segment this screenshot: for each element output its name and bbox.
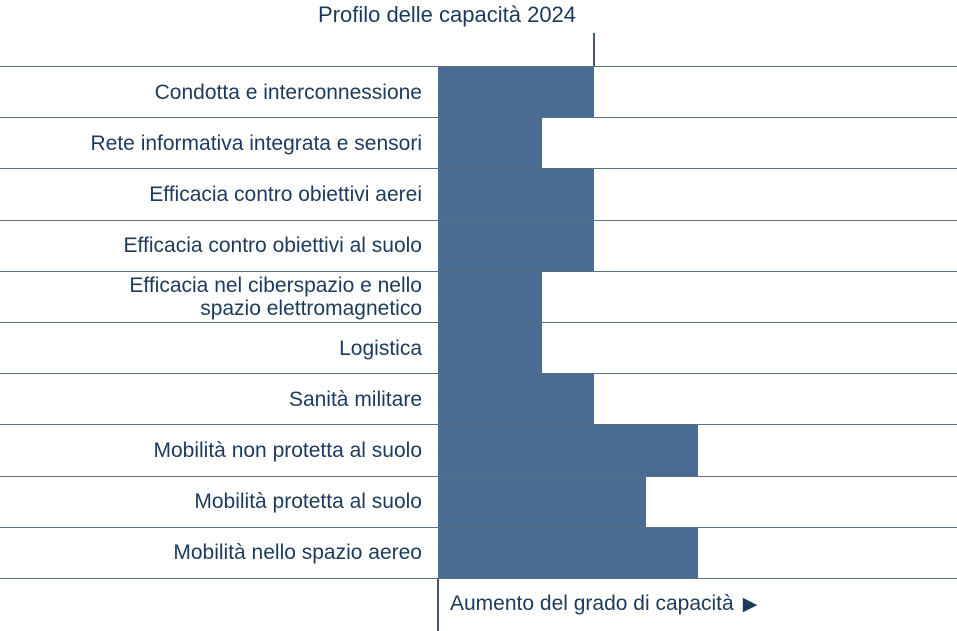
chart-title: Profilo delle capacità 2024 <box>317 2 577 27</box>
chart-row: Rete informativa integrata e sensori <box>0 117 957 169</box>
chart-row: Sanità militare <box>0 373 957 425</box>
chart-row: Mobilità nello spazio aereo <box>0 526 957 578</box>
category-label: Mobilità protetta al suolo <box>194 490 422 514</box>
bar <box>438 169 594 220</box>
reference-level-tick <box>593 33 595 66</box>
category-label: Sanità militare <box>288 387 422 411</box>
bar <box>438 67 594 118</box>
x-axis-caption: Aumento del grado di capacità ▶ <box>450 579 757 629</box>
bar <box>438 220 594 271</box>
category-label: Mobilità nello spazio aereo <box>173 541 422 565</box>
x-axis-origin-line <box>437 579 439 631</box>
arrow-right-icon: ▶ <box>742 593 758 615</box>
chart-row: Efficacia contro obiettivi al suolo <box>0 219 957 271</box>
plot-area: Condotta e interconnessione Rete informat… <box>0 66 957 579</box>
chart-row: Mobilità non protetta al suolo <box>0 424 957 476</box>
chart-row: Efficacia contro obiettivi aerei <box>0 168 957 220</box>
bar <box>438 374 594 425</box>
category-label: Condotta e interconnessione <box>154 80 422 104</box>
bar <box>438 425 698 476</box>
bar <box>438 322 542 374</box>
chart-row: Efficacia nel ciberspazio e nello spazio… <box>0 270 957 322</box>
chart-row: Condotta e interconnessione <box>0 66 957 118</box>
category-label: Rete informativa integrata e sensori <box>90 131 423 155</box>
chart-row: Logistica <box>0 321 957 374</box>
chart-row: Mobilità protetta al suolo <box>0 475 957 527</box>
bar <box>438 527 698 578</box>
category-label: Efficacia nel ciberspazio e nello spazio… <box>129 273 422 320</box>
category-label: Logistica <box>339 336 422 360</box>
category-label: Efficacia contro obiettivi al suolo <box>123 234 422 258</box>
x-axis-label: Aumento del grado di capacità <box>450 592 734 615</box>
bar <box>438 476 646 527</box>
category-label: Mobilità non protetta al suolo <box>153 438 423 462</box>
bar <box>438 271 542 322</box>
category-label: Efficacia contro obiettivi aerei <box>149 182 422 206</box>
bar <box>438 118 542 169</box>
